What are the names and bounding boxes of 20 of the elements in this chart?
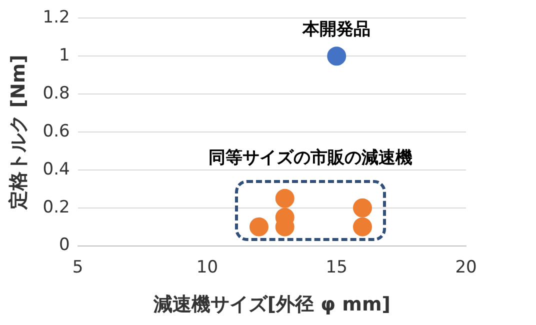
x-tick-label: 10	[196, 257, 218, 278]
y-tick-label: 0	[59, 235, 70, 256]
x-tick-label: 5	[72, 257, 84, 278]
y-tick-label: 0.8	[42, 83, 70, 104]
x-tick-label: 15	[326, 257, 348, 278]
y-tick-label: 1	[59, 46, 70, 66]
point	[327, 46, 346, 66]
y-tick-label: 0.2	[42, 197, 70, 218]
point	[352, 198, 372, 218]
y-axis-title: 定格トルク [Nm]	[7, 54, 30, 210]
x-tick-label: 20	[455, 257, 477, 278]
annotation: 本開発品	[302, 20, 371, 40]
annotation: 同等サイズの市販の減速機	[208, 148, 413, 168]
y-tick-label: 0.6	[42, 121, 70, 142]
y-tick-label: 1.2	[42, 8, 70, 28]
point	[275, 188, 294, 208]
y-tick-label: 0.4	[42, 159, 70, 180]
x-axis-title: 減速機サイズ[外径 φ mm]	[152, 294, 390, 316]
point	[249, 217, 268, 236]
point	[352, 217, 372, 236]
